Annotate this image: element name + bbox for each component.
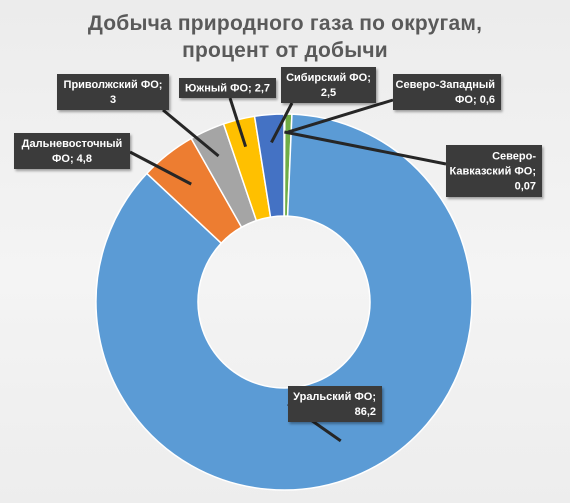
callout-дальневосточный-фо: Дальневосточный ФО; 4,8 bbox=[14, 133, 130, 169]
callout-box bbox=[288, 386, 382, 422]
data-label-сибирский-фо-line-1: Сибирский ФО; bbox=[286, 72, 371, 84]
callout-южный-фо: Южный ФО; 2,7 bbox=[179, 78, 276, 98]
chart-title: Добыча природного газа по округам, проце… bbox=[0, 10, 570, 64]
callout-уральский-фо: Уральский ФО; 86,2 bbox=[288, 386, 382, 422]
chart-title-line-1: Добыча природного газа по округам, bbox=[87, 12, 483, 35]
callout-северо-западный-фо: Северо-Западный ФО; 0,6 bbox=[393, 74, 501, 110]
callout-box bbox=[393, 74, 501, 110]
callout-сибирский-фо: Сибирский ФО; 2,5 bbox=[281, 67, 376, 103]
data-label-дальневосточный-фо-line-1: Дальневосточный bbox=[22, 138, 123, 150]
data-label-приволжский-фо-line-2: 3 bbox=[110, 94, 116, 106]
callout-box bbox=[57, 74, 169, 110]
data-label-приволжский-фо-line-1: Приволжский ФО; bbox=[64, 79, 163, 91]
leader-line-приволжский-фо bbox=[162, 108, 220, 158]
data-label-северо-западный-фо-line-2: ФО; 0,6 bbox=[455, 94, 495, 106]
data-label-сибирский-фо-line-2: 2,5 bbox=[321, 87, 336, 99]
callout-box bbox=[281, 67, 376, 103]
callout-box bbox=[179, 78, 276, 98]
slice-сибирский-фо bbox=[253, 113, 285, 218]
data-label-уральский-фо-line-2: 86,2 bbox=[355, 406, 376, 418]
chart-title-line-2: процент от добычи bbox=[182, 39, 388, 62]
data-label-уральский-фо-line-1: Уральский ФО; bbox=[293, 391, 376, 403]
data-label-северо-кавказский-фо-line-3: 0,07 bbox=[515, 181, 536, 193]
leader-line-дальневосточный-фо bbox=[129, 150, 192, 186]
leader-line-сибирский-фо bbox=[270, 102, 294, 144]
slices-layer bbox=[95, 113, 473, 491]
callout-box bbox=[14, 133, 130, 169]
data-label-дальневосточный-фо-line-2: ФО; 4,8 bbox=[52, 153, 92, 165]
data-label-северо-кавказский-фо-line-1: Северо- bbox=[492, 151, 536, 163]
leader-line-южный-фо bbox=[228, 97, 248, 148]
callout-box bbox=[446, 145, 542, 197]
data-label-северо-западный-фо-line-1: Северо-Западный bbox=[396, 79, 495, 91]
data-label-южный-фо-line-1: Южный ФО; 2,7 bbox=[185, 83, 270, 95]
callouts-layer: Северо- Кавказский ФО; 0,07 Северо-Западный… bbox=[14, 67, 542, 443]
leader-line-северо-западный-фо bbox=[287, 98, 394, 134]
leader-line-северо-кавказский-фо bbox=[284, 130, 447, 166]
data-label-северо-кавказский-фо-line-2: Кавказский ФО; bbox=[450, 166, 537, 178]
callout-приволжский-фо: Приволжский ФО; 3 bbox=[57, 74, 169, 110]
callout-северо-кавказский-фо: Северо- Кавказский ФО; 0,07 bbox=[446, 145, 542, 197]
